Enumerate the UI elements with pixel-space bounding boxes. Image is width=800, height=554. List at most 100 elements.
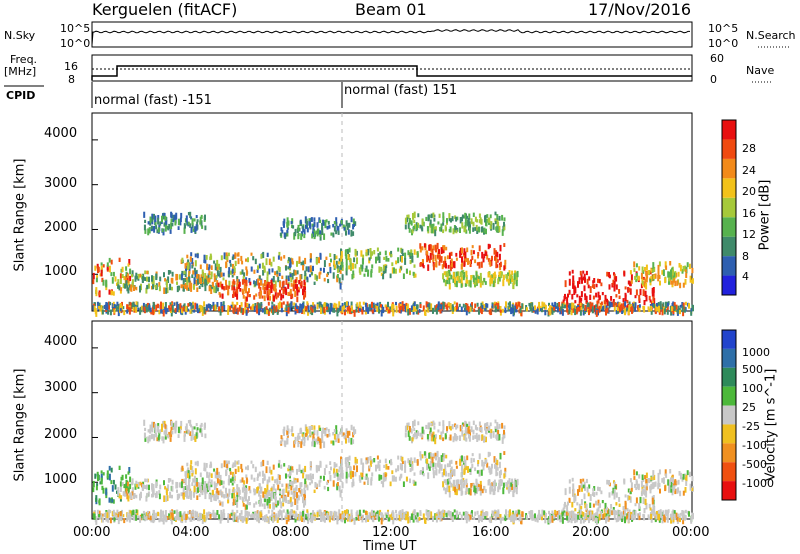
- power-cell: [218, 263, 220, 270]
- power-cell: [493, 301, 496, 305]
- velocity-cell: [236, 509, 239, 514]
- power-cell: [134, 304, 137, 308]
- velocity-cell: [330, 466, 332, 471]
- power-cell: [227, 305, 230, 310]
- power-cell: [340, 220, 343, 225]
- power-cell: [479, 306, 482, 312]
- velocity-cell: [343, 513, 345, 518]
- power-cell: [409, 270, 411, 276]
- velocity-cell: [194, 461, 197, 466]
- power-cell: [199, 216, 202, 222]
- velocity-cell: [422, 467, 424, 475]
- velocity-cell: [187, 429, 190, 434]
- velocity-cell: [134, 512, 137, 516]
- power-cell: [413, 225, 415, 230]
- velocity-cell: [453, 509, 456, 513]
- power-cell: [209, 306, 212, 312]
- power-cell: [496, 251, 499, 258]
- power-cell: [664, 261, 667, 268]
- velocity-cell: [586, 486, 589, 493]
- velocity-cell: [146, 484, 148, 490]
- velocity-cell: [682, 517, 685, 525]
- power-cell: [487, 217, 490, 223]
- velocity-cell: [321, 431, 324, 438]
- velocity-cell: [643, 508, 646, 514]
- power-cell: [364, 268, 367, 273]
- velocity-cell: [212, 509, 215, 515]
- power-cell: [637, 275, 640, 281]
- velocity-cell: [192, 478, 195, 483]
- velocity-cell: [303, 493, 306, 501]
- velocity-cell: [96, 471, 99, 476]
- power-cell: [105, 280, 108, 288]
- power-cell: [304, 257, 307, 265]
- velocity-cell: [673, 480, 676, 486]
- vel-cbar-tick-m500: -500: [742, 458, 767, 471]
- power-cell: [456, 302, 459, 309]
- power-cell: [668, 276, 671, 282]
- power-cell: [670, 269, 672, 274]
- velocity-cell: [351, 482, 354, 488]
- velocity-cell: [645, 472, 648, 478]
- velocity-cell: [452, 484, 455, 490]
- velocity-cell: [265, 466, 268, 474]
- power-cell: [270, 284, 273, 289]
- power-cell: [266, 310, 268, 314]
- velocity-cell: [510, 482, 513, 487]
- power-cell: [208, 264, 211, 269]
- power-cell: [341, 265, 344, 271]
- power-cell: [653, 266, 656, 272]
- power-cell: [134, 275, 137, 282]
- power-cell: [343, 305, 345, 310]
- velocity-cell: [367, 456, 370, 464]
- velocity-cell: [263, 515, 266, 523]
- velocity-cell: [668, 484, 671, 490]
- power-cell: [614, 277, 617, 282]
- velocity-cell: [485, 511, 488, 516]
- velocity-cell: [419, 455, 422, 461]
- velocity-cell: [222, 509, 225, 515]
- power-cell: [333, 254, 336, 261]
- vel-cbar-tick-m100: -100: [742, 439, 767, 452]
- velocity-cell: [181, 465, 184, 471]
- power-cell: [93, 305, 96, 312]
- power-cell: [445, 304, 448, 310]
- power-cell: [659, 280, 661, 286]
- power-cell: [302, 226, 305, 233]
- power-cell: [146, 284, 149, 290]
- velocity-cell: [319, 438, 322, 443]
- power-cell: [233, 266, 236, 272]
- power-cell: [630, 274, 633, 281]
- power-cell: [444, 256, 447, 264]
- power-cell: [402, 273, 405, 279]
- power-cell: [493, 248, 496, 255]
- velocity-cell: [289, 469, 292, 476]
- velocity-cell: [230, 512, 233, 516]
- power-cell: [345, 249, 348, 253]
- power-cell: [191, 265, 194, 269]
- power-cell: [157, 227, 160, 233]
- power-cell: [215, 275, 218, 279]
- velocity-cell: [534, 517, 537, 522]
- power-cell: [353, 257, 356, 263]
- velocity-cell: [180, 481, 183, 488]
- power-cell: [348, 222, 351, 228]
- power-cell: [606, 307, 609, 313]
- power-cell: [315, 275, 318, 280]
- power-cell: [589, 294, 592, 300]
- power-cell: [275, 305, 278, 312]
- velocity-cell: [665, 473, 668, 478]
- power-cell: [171, 222, 174, 227]
- power-cell: [635, 272, 638, 278]
- power-cell: [483, 304, 486, 309]
- power-cell: [228, 267, 231, 274]
- power-cell: [126, 309, 129, 314]
- velocity-cell: [450, 459, 453, 464]
- power-cell: [291, 224, 293, 229]
- velocity-cell: [407, 458, 410, 464]
- power-cell: [303, 305, 306, 310]
- power-cell: [583, 285, 586, 292]
- velocity-cell: [426, 463, 429, 471]
- velocity-cell: [194, 436, 197, 441]
